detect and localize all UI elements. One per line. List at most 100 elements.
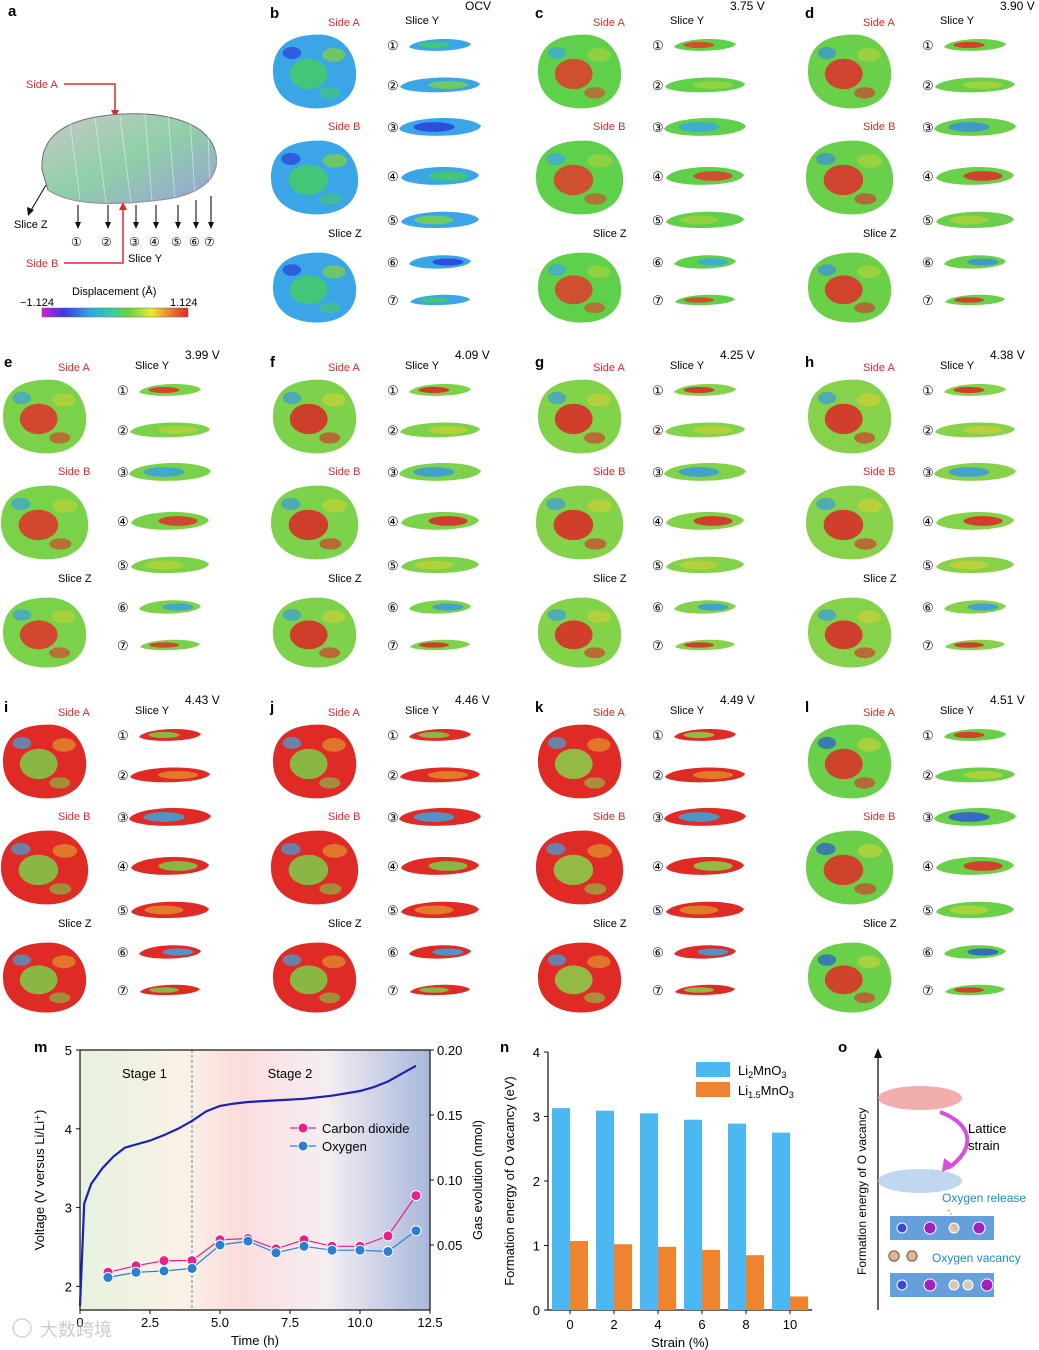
slice-number: ③ <box>652 120 664 135</box>
panel-a-side-b-label: Side B <box>26 258 58 270</box>
slice-number: ③ <box>387 120 399 135</box>
slice-y-label: Slice Y <box>670 705 705 717</box>
side-b-render <box>806 830 894 905</box>
side-a-render <box>3 379 87 454</box>
slice-y-2 <box>400 422 480 438</box>
slice-number: ① <box>922 383 934 398</box>
slice-number: ⑥ <box>117 600 129 615</box>
colorbar-title: Displacement (Å) <box>72 285 156 298</box>
stage-1-label: Stage 1 <box>122 1066 167 1081</box>
slice-y-3 <box>934 118 1016 136</box>
side-a-render <box>538 724 622 799</box>
side-a-render <box>538 34 622 109</box>
y2-tick-label: 0.10 <box>437 1173 462 1188</box>
slice-number: ⑥ <box>189 235 200 249</box>
displacement-colorbar <box>41 307 189 318</box>
slice-z-render <box>273 252 357 323</box>
gas-data-point <box>326 1244 338 1256</box>
slice-number: ④ <box>922 514 934 529</box>
slice-y-6 <box>409 945 471 959</box>
y2-axis-label: Gas evolution (nmol) <box>470 1120 485 1240</box>
slice-number: ⑦ <box>922 293 934 308</box>
watermark-logo-icon <box>12 1318 32 1338</box>
slice-number: ⑤ <box>922 213 934 228</box>
slice-number: ③ <box>129 235 140 249</box>
panel-letter-n: n <box>500 1039 509 1056</box>
slice-y-7 <box>410 294 470 306</box>
voltage-label: 3.90 V <box>1000 0 1035 13</box>
y-tick-label: 1 <box>533 1239 540 1254</box>
slice-number: ① <box>387 38 399 53</box>
bar <box>658 1246 676 1310</box>
bdd-panel-e: e 3.99 V Side A Slice Y Side B Slice Z ① ② ③ ④ ⑤ ⑥ ⑦ <box>1 348 220 668</box>
slice-number: ② <box>387 423 399 438</box>
side-a-label: Side A <box>593 362 625 374</box>
side-a-render <box>538 379 622 454</box>
y2-tick-label: 0.20 <box>437 1043 462 1058</box>
bdd-panel-i: i 4.43 V Side A Slice Y Side B Slice Z ① ② ③ ④ ⑤ ⑥ ⑦ <box>1 693 220 1013</box>
y-axis-label: Voltage (V versus Li/Li⁺) <box>32 1110 47 1251</box>
slice-number: ④ <box>652 859 664 874</box>
y-tick-label: 5 <box>65 1043 72 1058</box>
bdd-panel-d: d 3.90 V Side A Slice Y Side B Slice Z ① ② ③ ④ ⑤ ⑥ ⑦ <box>805 0 1035 323</box>
panel-a-slice-y-label: Slice Y <box>128 253 163 265</box>
slice-number: ⑦ <box>922 638 934 653</box>
slice-y-7 <box>140 639 200 651</box>
slice-y-1 <box>409 728 471 741</box>
slice-number: ① <box>387 728 399 743</box>
slice-y-3 <box>934 808 1016 826</box>
gas-data-point <box>382 1246 394 1257</box>
x-tick-label: 4 <box>654 1317 661 1332</box>
bdd-panel-c: c 3.75 V Side A Slice Y Side B Slice Z ① ② ③ ④ ⑤ ⑥ ⑦ <box>535 0 765 323</box>
slice-y-3 <box>934 463 1016 481</box>
slice-z-render <box>3 597 87 668</box>
y-tick-label: 4 <box>533 1045 540 1060</box>
slice-z-label: Slice Z <box>593 573 627 585</box>
slice-z-label: Slice Z <box>58 918 92 930</box>
slice-y-6 <box>944 945 1006 959</box>
side-b-arrow <box>64 205 124 264</box>
bar <box>702 1250 720 1310</box>
slice-number: ① <box>117 728 129 743</box>
slice-number: ④ <box>117 859 129 874</box>
side-a-label: Side A <box>863 362 895 374</box>
slice-y-3 <box>399 808 481 826</box>
slice-y-label: Slice Y <box>670 360 705 372</box>
gas-data-point <box>158 1265 170 1277</box>
slice-z-render <box>538 252 622 323</box>
release-path <box>947 1209 959 1233</box>
slice-number: ② <box>922 768 934 783</box>
slice-number: ⑦ <box>117 638 129 653</box>
slice-y-1 <box>409 383 471 396</box>
slice-number: ④ <box>387 169 399 184</box>
gas-data-point <box>298 1240 310 1252</box>
panel-a-slice-numbers: ① ② ③ ④ ⑤ ⑥ ⑦ <box>71 235 215 249</box>
side-b-label: Side B <box>328 811 360 823</box>
side-b-label: Side B <box>863 121 895 133</box>
slice-y-2 <box>935 767 1015 783</box>
slice-y-7 <box>945 294 1005 306</box>
x-tick-label: 2.5 <box>141 1315 159 1330</box>
x-tick-label: 8 <box>742 1317 749 1332</box>
slice-number: ⑤ <box>652 558 664 573</box>
side-b-label: Side B <box>58 811 90 823</box>
voltage-label: 4.51 V <box>990 693 1025 707</box>
slice-number: ⑥ <box>387 600 399 615</box>
gas-data-point <box>410 1225 422 1237</box>
side-a-render <box>3 724 87 799</box>
side-b-render <box>806 140 894 215</box>
slice-number: ① <box>652 728 664 743</box>
slice-y-label: Slice Y <box>405 705 440 717</box>
slice-y-5 <box>936 901 1014 919</box>
slice-y-4 <box>131 857 209 875</box>
slice-y-label: Slice Y <box>940 705 975 717</box>
slice-number: ② <box>922 78 934 93</box>
x-tick-label: 0 <box>566 1317 573 1332</box>
slice-y-label: Slice Y <box>940 15 975 27</box>
bar <box>614 1244 632 1310</box>
voltage-label: 4.43 V <box>185 693 220 707</box>
slice-number: ⑤ <box>387 903 399 918</box>
panel-o: o Formation energy of O vacancy Lattice … <box>838 1039 1026 1310</box>
slice-number: ④ <box>922 169 934 184</box>
